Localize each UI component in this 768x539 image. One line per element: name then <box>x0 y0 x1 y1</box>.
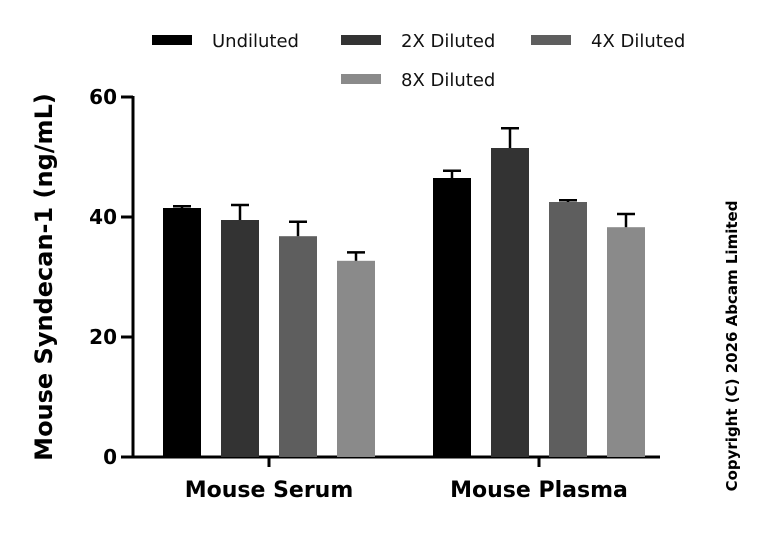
legend-swatch <box>341 74 381 84</box>
legend-swatch <box>152 35 192 45</box>
y-axis-title: Mouse Syndecan-1 (ng/mL) <box>30 93 58 461</box>
bar <box>221 220 259 457</box>
x-category-label: Mouse Plasma <box>450 478 628 503</box>
y-tick-label: 60 <box>89 85 117 109</box>
legend-label: 2X Diluted <box>401 31 495 52</box>
legend-label: 4X Diluted <box>591 31 685 52</box>
legend-swatch <box>341 35 381 45</box>
bar <box>433 178 471 457</box>
bar <box>279 236 317 457</box>
bar <box>337 260 375 457</box>
legend-label: Undiluted <box>212 31 299 52</box>
copyright-text: Copyright (C) 2026 Abcam Limited <box>723 201 741 492</box>
y-tick-label: 20 <box>89 325 117 349</box>
legend: Undiluted 2X Diluted 4X Diluted 8X Diluted <box>152 31 685 91</box>
y-tick-label: 40 <box>89 205 117 229</box>
legend-label: 8X Diluted <box>401 70 495 91</box>
y-tick-label: 0 <box>103 445 117 469</box>
bar <box>163 208 201 457</box>
bar <box>549 202 587 457</box>
bar <box>491 148 529 457</box>
plot-area: 0 20 40 60 Mouse Serum Mouse Plasma <box>89 85 660 503</box>
legend-swatch <box>531 35 571 45</box>
x-category-label: Mouse Serum <box>185 478 354 503</box>
bar <box>607 227 645 457</box>
